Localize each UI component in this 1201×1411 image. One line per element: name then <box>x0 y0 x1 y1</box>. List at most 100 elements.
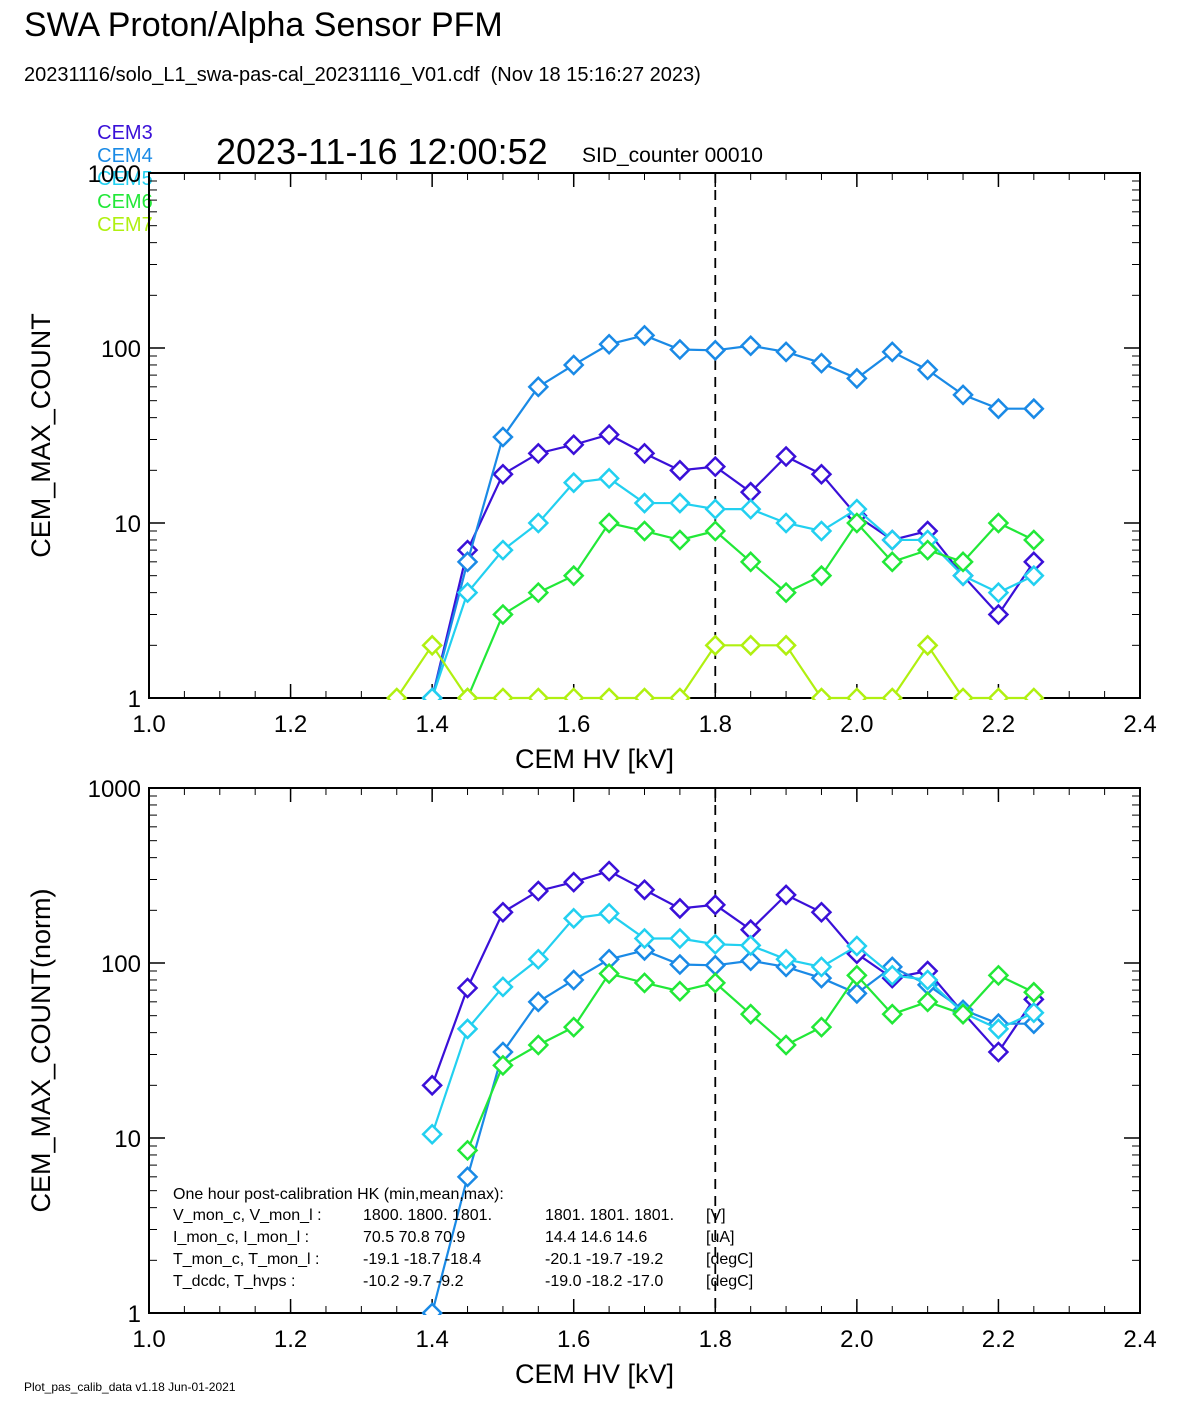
x-tick-label: 2.2 <box>982 1326 1015 1353</box>
data-point-cem6 <box>562 1016 585 1038</box>
data-point-cem4 <box>598 333 620 356</box>
data-point-cem6 <box>775 581 797 604</box>
data-point-cem3 <box>775 884 797 906</box>
hk-row-label: T_dcdc, T_hvps : <box>173 1273 295 1290</box>
data-point-cem6 <box>846 964 868 987</box>
data-point-cem3 <box>704 894 727 916</box>
data-point-cem3 <box>598 860 620 882</box>
data-point-cem5 <box>775 948 797 971</box>
data-point-cem5 <box>598 467 620 490</box>
hk-row-unit: [degC] <box>706 1273 753 1290</box>
hk-row-values2: 14.4 14.6 14.6 <box>545 1229 647 1246</box>
data-point-cem5 <box>456 581 479 604</box>
y-tick-label: 1000 <box>88 161 141 188</box>
x-tick-label: 1.0 <box>132 711 165 738</box>
data-point-cem5 <box>669 927 691 950</box>
data-point-cem3 <box>527 880 550 902</box>
data-point-cem6 <box>739 1003 762 1025</box>
data-point-cem5 <box>492 976 514 998</box>
data-point-cem7 <box>881 687 904 700</box>
series-cem3 <box>421 423 1045 700</box>
data-point-cem5 <box>952 564 974 587</box>
data-point-cem5 <box>775 512 797 534</box>
data-point-cem3 <box>987 603 1010 626</box>
x-tick-label: 1.6 <box>557 711 590 738</box>
data-point-cem4 <box>633 939 656 962</box>
x-tick-label: 2.4 <box>1123 1326 1156 1353</box>
data-point-cem7 <box>704 634 727 657</box>
data-point-cem4 <box>881 341 904 363</box>
data-point-cem7 <box>456 687 479 700</box>
footer-version: Plot_pas_calib_data v1.18 Jun-01-2021 <box>24 1380 236 1394</box>
data-point-cem4 <box>1023 397 1045 420</box>
data-point-cem6 <box>810 564 833 587</box>
data-point-cem7 <box>810 687 833 700</box>
data-point-cem5 <box>704 933 727 956</box>
data-point-cem4 <box>987 397 1010 420</box>
hk-row-values2: 1801. 1801. 1801. <box>545 1207 674 1224</box>
data-point-cem3 <box>562 871 585 893</box>
data-point-cem7 <box>775 634 797 657</box>
data-point-cem6 <box>987 512 1010 534</box>
hk-row-label: I_mon_c, I_mon_l : <box>173 1229 309 1246</box>
data-point-cem6 <box>492 1054 514 1077</box>
y-tick-label: 100 <box>101 336 141 363</box>
data-point-cem6 <box>633 972 656 994</box>
data-point-cem5 <box>669 492 691 514</box>
data-point-cem3 <box>810 901 833 924</box>
series-cem6 <box>456 512 1045 700</box>
hk-row-unit: [V] <box>706 1207 726 1224</box>
data-point-cem3 <box>775 445 797 468</box>
x-axis-title: CEM HV [kV] <box>515 1359 674 1389</box>
data-point-cem4 <box>739 334 762 357</box>
data-point-cem5 <box>881 529 904 551</box>
data-point-cem5 <box>1023 564 1045 587</box>
data-point-cem7 <box>739 634 762 657</box>
data-point-cem5 <box>881 964 904 987</box>
data-point-cem5 <box>846 935 868 957</box>
data-point-cem4 <box>952 384 974 406</box>
data-point-cem6 <box>881 1003 904 1025</box>
series-line-cem5 <box>431 477 1035 699</box>
data-point-cem3 <box>598 423 620 446</box>
series-line-cem6 <box>466 521 1035 699</box>
data-point-cem4 <box>916 359 939 381</box>
data-point-cem6 <box>562 564 585 587</box>
plot-frame <box>148 172 1141 699</box>
hk-row-label: T_mon_c, T_mon_l : <box>173 1251 319 1268</box>
data-point-cem6 <box>633 520 656 542</box>
data-point-cem6 <box>704 972 727 994</box>
y-tick-label: 1000 <box>88 776 141 803</box>
data-point-cem4 <box>810 352 833 374</box>
data-point-cem7 <box>633 687 656 700</box>
hk-row-label: V_mon_c, V_mon_l : <box>173 1207 322 1224</box>
series-cem7 <box>385 634 1045 700</box>
data-point-cem4 <box>846 982 868 1005</box>
data-point-cem7 <box>1023 687 1045 700</box>
data-point-cem3 <box>527 442 550 465</box>
y-tick-label: 100 <box>101 951 141 978</box>
data-point-cem3 <box>810 463 833 485</box>
data-point-cem4 <box>704 339 727 362</box>
hk-row-unit: [degC] <box>706 1251 753 1268</box>
y-axis-title: CEM_MAX_COUNT <box>26 313 56 558</box>
data-point-cem7 <box>987 687 1010 700</box>
data-point-cem4 <box>810 967 833 989</box>
data-point-cem5 <box>527 512 550 534</box>
data-point-cem4 <box>669 338 691 361</box>
data-point-cem7 <box>916 634 939 657</box>
data-point-cem6 <box>669 980 691 1002</box>
data-point-cem4 <box>562 969 585 991</box>
x-tick-label: 2.0 <box>840 1326 873 1353</box>
x-axis-title: CEM HV [kV] <box>515 744 674 774</box>
x-tick-label: 1.2 <box>274 711 307 738</box>
data-point-cem3 <box>704 455 727 478</box>
sid-counter: SID_counter 00010 <box>582 144 763 167</box>
data-point-cem6 <box>704 520 727 542</box>
data-point-cem6 <box>916 539 939 561</box>
data-point-cem5 <box>562 471 585 494</box>
chart-title: SWA Proton/Alpha Sensor PFM <box>24 6 503 44</box>
hk-row-values1: 70.5 70.8 70.9 <box>363 1229 465 1246</box>
data-point-cem7 <box>598 687 620 700</box>
